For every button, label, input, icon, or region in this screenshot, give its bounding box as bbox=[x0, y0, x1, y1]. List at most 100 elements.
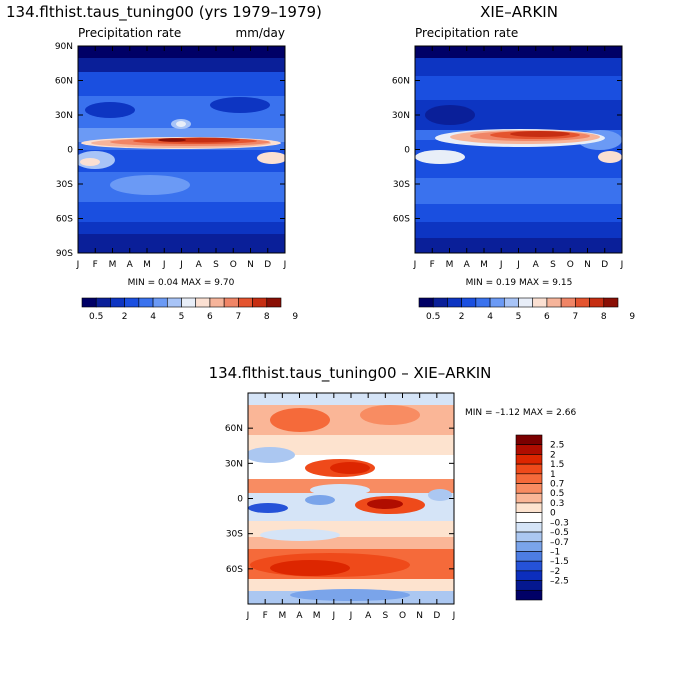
x-tick-label: J bbox=[332, 611, 336, 621]
contour-blob bbox=[425, 105, 475, 125]
colorbar-label: 6 bbox=[207, 312, 213, 322]
contour-band bbox=[78, 202, 285, 222]
contour-band bbox=[78, 72, 285, 96]
contour-band bbox=[415, 76, 622, 100]
diff-heatmap bbox=[248, 393, 454, 604]
colorbar-label: –0.7 bbox=[550, 538, 569, 548]
contour-blob bbox=[110, 175, 190, 195]
colorbar-label: –2 bbox=[550, 567, 560, 577]
colorbar-label: –1 bbox=[550, 547, 560, 557]
x-tick-label: J bbox=[179, 260, 183, 270]
contour-blob bbox=[510, 131, 570, 137]
x-tick-label: M bbox=[143, 260, 151, 270]
x-tick-label: J bbox=[413, 260, 417, 270]
y-tick-label: 30N bbox=[225, 459, 243, 469]
colorbar-label: 5 bbox=[516, 312, 522, 322]
colorbar-label: –0.5 bbox=[550, 528, 569, 538]
diff-colorbar: 2.521.510.70.50.30–0.3–0.5–0.7–1–1.5–2–2… bbox=[515, 434, 569, 601]
contour-band bbox=[248, 435, 454, 455]
colorbar-label: 2 bbox=[550, 450, 556, 460]
colorbar-swatch bbox=[532, 297, 548, 308]
x-tick-label: F bbox=[263, 611, 268, 621]
colorbar-label: 8 bbox=[264, 312, 270, 322]
colorbar-swatch bbox=[503, 297, 519, 308]
x-tick-label: J bbox=[516, 260, 520, 270]
contour-blob bbox=[360, 405, 420, 425]
colorbar-swatch bbox=[515, 541, 543, 552]
contour-band bbox=[78, 150, 285, 172]
x-tick-label: N bbox=[247, 260, 254, 270]
contour-blob bbox=[260, 529, 340, 541]
colorbar-swatch bbox=[81, 297, 97, 308]
colorbar-label: 0.5 bbox=[426, 312, 440, 322]
colorbar-swatch bbox=[515, 434, 543, 446]
y-tick-label: 60S bbox=[226, 565, 243, 575]
colorbar-label: 6 bbox=[544, 312, 550, 322]
obs-minmax: MIN = 0.19 MAX = 9.15 bbox=[466, 278, 573, 288]
y-tick-label: 30S bbox=[393, 180, 410, 190]
diff-panel-header: 134.flthist.taus_tuning00 – XIE–ARKIN bbox=[209, 364, 492, 383]
y-tick-label: 0 bbox=[237, 495, 243, 505]
x-tick-label: S bbox=[213, 260, 219, 270]
x-tick-label: N bbox=[584, 260, 591, 270]
x-tick-label: A bbox=[533, 260, 540, 270]
colorbar-swatch bbox=[95, 297, 111, 308]
obs-precip-heatmap bbox=[415, 46, 622, 253]
colorbar-swatch bbox=[515, 454, 543, 465]
x-tick-label: A bbox=[196, 260, 203, 270]
x-tick-label: D bbox=[264, 260, 271, 270]
x-tick-label: F bbox=[430, 260, 435, 270]
x-tick-label: J bbox=[76, 260, 80, 270]
x-tick-label: J bbox=[283, 260, 287, 270]
contour-band bbox=[415, 160, 622, 178]
contour-blob bbox=[428, 489, 452, 501]
colorbar-swatch bbox=[589, 297, 605, 308]
colorbar-swatch bbox=[515, 444, 543, 455]
colorbar-label: 2 bbox=[122, 312, 128, 322]
colorbar-label: 0.3 bbox=[550, 499, 564, 509]
y-tick-label: 30S bbox=[56, 180, 73, 190]
x-tick-label: J bbox=[620, 260, 624, 270]
colorbar-swatch bbox=[209, 297, 225, 308]
obs-colorbar: 0.5 2 4 5 6 7 8 9 bbox=[418, 297, 635, 322]
y-tick-label: 60N bbox=[392, 77, 410, 87]
colorbar-label: –2.5 bbox=[550, 577, 569, 587]
colorbar-label: 5 bbox=[179, 312, 185, 322]
contour-blob bbox=[210, 97, 270, 113]
y-tick-label: 90N bbox=[55, 42, 73, 52]
colorbar-label: 0.7 bbox=[550, 480, 564, 490]
x-tick-label: N bbox=[416, 611, 423, 621]
colorbar-swatch bbox=[515, 560, 543, 572]
colorbar-label: 8 bbox=[601, 312, 607, 322]
colorbar-swatch bbox=[603, 297, 619, 308]
x-tick-label: O bbox=[399, 611, 406, 621]
x-tick-label: O bbox=[567, 260, 574, 270]
colorbar-label: 1 bbox=[550, 470, 556, 480]
colorbar-label: 0.5 bbox=[550, 489, 564, 499]
colorbar-swatch bbox=[518, 297, 534, 308]
colorbar-label: 2 bbox=[459, 312, 465, 322]
contour-blob bbox=[80, 158, 100, 166]
colorbar-swatch bbox=[515, 580, 543, 591]
contour-blob bbox=[257, 152, 285, 164]
colorbar-swatch bbox=[575, 297, 590, 308]
model-minmax: MIN = 0.04 MAX = 9.70 bbox=[128, 278, 235, 288]
colorbar-swatch bbox=[515, 512, 543, 523]
colorbar-swatch bbox=[560, 297, 576, 308]
colorbar-swatch bbox=[515, 502, 543, 513]
x-tick-label: A bbox=[296, 611, 303, 621]
y-tick-label: 30N bbox=[392, 111, 410, 121]
colorbar-swatch bbox=[515, 589, 543, 601]
colorbar-swatch bbox=[489, 297, 505, 308]
colorbar-label: 7 bbox=[235, 312, 241, 322]
y-tick-label: 30N bbox=[55, 111, 73, 121]
contour-blob bbox=[310, 484, 370, 496]
colorbar-swatch bbox=[223, 297, 239, 308]
colorbar-label: 9 bbox=[292, 312, 298, 322]
contour-blob bbox=[305, 495, 335, 505]
colorbar-swatch bbox=[418, 297, 434, 308]
contour-blob bbox=[415, 150, 465, 164]
colorbar-label: 9 bbox=[629, 312, 635, 322]
